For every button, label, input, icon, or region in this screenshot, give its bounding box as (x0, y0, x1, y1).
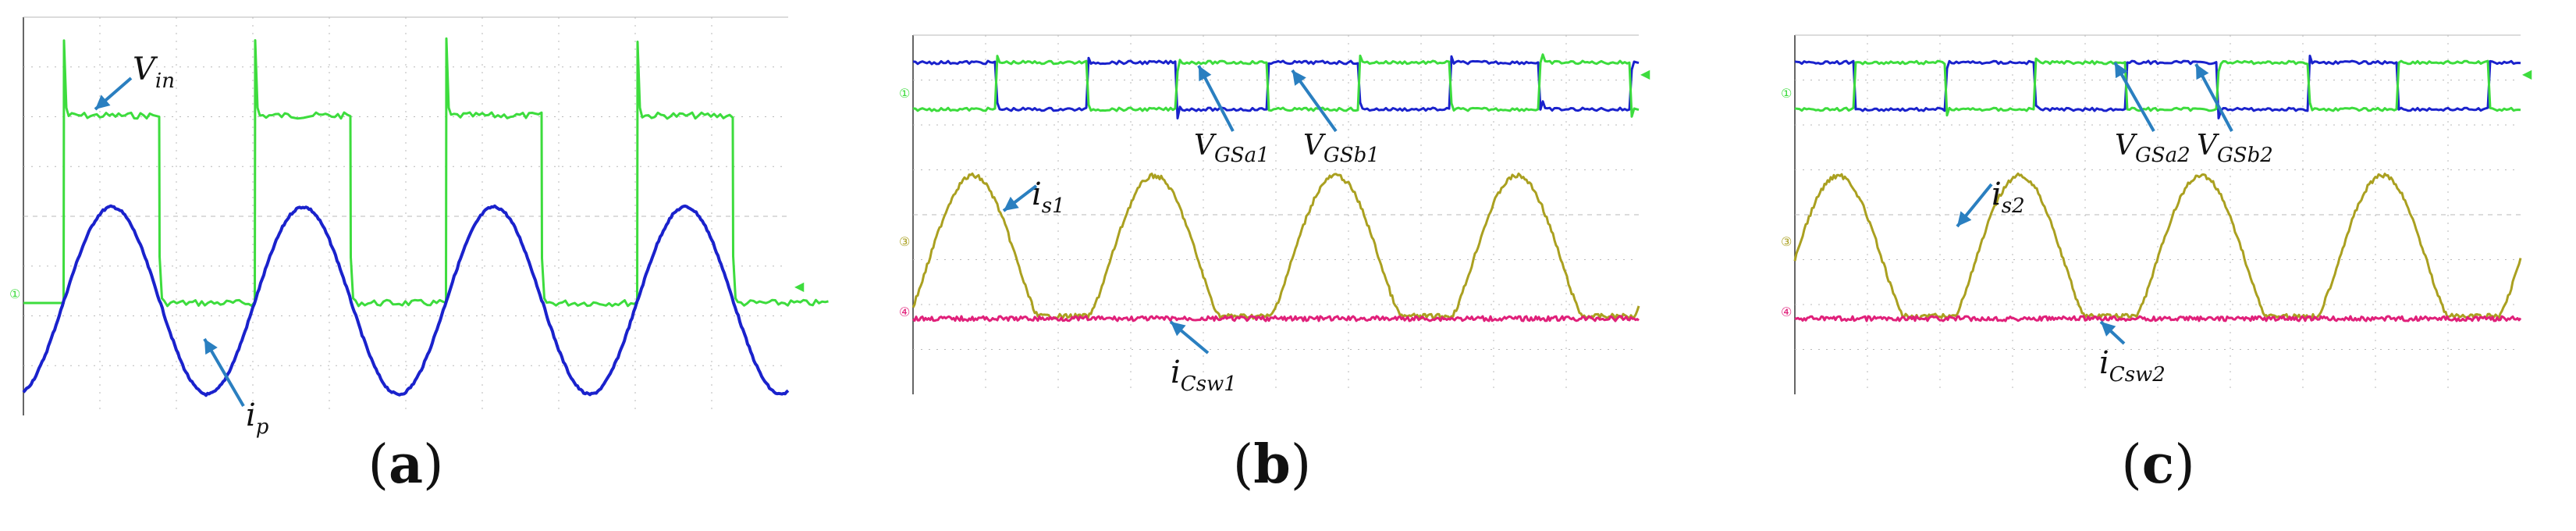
arrow-vgsb2-head (2196, 64, 2209, 80)
annotations-a: Vin ip (94, 52, 269, 439)
label-is1: is1 (1032, 176, 1065, 218)
scope-plot-a: ①◀ Vin ip (9, 16, 829, 439)
scope-plot-b: ① ③ ④ ◀ VGSa1 VGSb1 is1 iCsw1 (899, 34, 1650, 396)
marker-ch3-grid-c: ③ (1781, 234, 1792, 249)
caption-a: (a) (368, 433, 444, 496)
marker-ch4-grid-b: ④ (899, 305, 910, 319)
annotations-c: VGSa2 VGSb2 is2 iCsw2 (1956, 62, 2273, 387)
panel-a: ① ◀ Vin ip (a) (0, 0, 829, 531)
marker-ch1-grid-c: ① (1781, 86, 1792, 101)
label-vgsa1: VGSa1 (1194, 130, 1270, 167)
marker-ch3-grid-b: ③ (899, 234, 910, 249)
grid-c: ① ③ ④ ◀ (1781, 34, 2532, 394)
arrow-vgsb1-head (1292, 70, 1306, 86)
marker-ch4-grid-c: ④ (1781, 305, 1792, 319)
trace-ip (22, 204, 790, 397)
traces-b (911, 53, 1640, 323)
panel-b: ① ③ ④ ◀ VGSa1 VGSb1 is1 iCsw1 (b) (858, 0, 1686, 531)
marker-ch1-a: ① (9, 287, 20, 301)
trace-vgsb1 (912, 55, 1640, 119)
label-icsw2: iCsw2 (2099, 345, 2166, 387)
panel-c: ① ③ ④ ◀ VGSa2 VGSb2 is2 iCsw2 (c) (1740, 0, 2576, 531)
arrow-is1-head (1004, 196, 1019, 211)
arrow-vgsa2-head (2115, 62, 2128, 79)
label-vin: Vin (133, 52, 175, 93)
arrow-icsw1-head (1171, 322, 1186, 337)
trace-vgsa1 (912, 53, 1640, 118)
label-is2: is2 (1992, 176, 2025, 218)
arrow-ip-head (204, 339, 218, 355)
label-vgsa2: VGSa2 (2115, 130, 2190, 167)
label-vgsb2: VGSb2 (2197, 130, 2273, 167)
marker-ch1-grid-b: ① (899, 86, 910, 101)
grid-a: ①◀ (9, 16, 805, 415)
label-ip: ip (246, 397, 269, 439)
caption-b: (b) (1232, 433, 1312, 496)
label-icsw1: iCsw1 (1171, 355, 1237, 396)
scope-plot-c: ① ③ ④ ◀ VGSa2 VGSb2 is2 iCsw2 (1781, 34, 2532, 394)
arrow-is2-head (1957, 211, 1972, 226)
trace-vgsb2 (1794, 55, 2521, 119)
caption-c: (c) (2121, 433, 2195, 496)
traces-a (22, 37, 829, 397)
trace-is1 (911, 172, 1640, 320)
marker-right-grid-c: ◀ (2522, 66, 2532, 81)
annotations-b: VGSa1 VGSb1 is1 iCsw1 (1002, 65, 1380, 396)
marker-right-a: ◀ (794, 279, 805, 294)
arrow-vgsa1-head (1199, 66, 1212, 82)
trace-vgsa2 (1794, 57, 2521, 117)
label-vgsb1: VGSb1 (1303, 130, 1380, 167)
arrow-vin-head (95, 94, 111, 109)
traces-c (1793, 55, 2522, 323)
grid-b: ① ③ ④ ◀ (899, 34, 1650, 394)
marker-right-grid-b: ◀ (1640, 66, 1650, 81)
trace-icsw1 (911, 315, 1640, 323)
arrow-icsw2-head (2101, 322, 2116, 337)
trace-icsw2 (1794, 315, 2522, 323)
